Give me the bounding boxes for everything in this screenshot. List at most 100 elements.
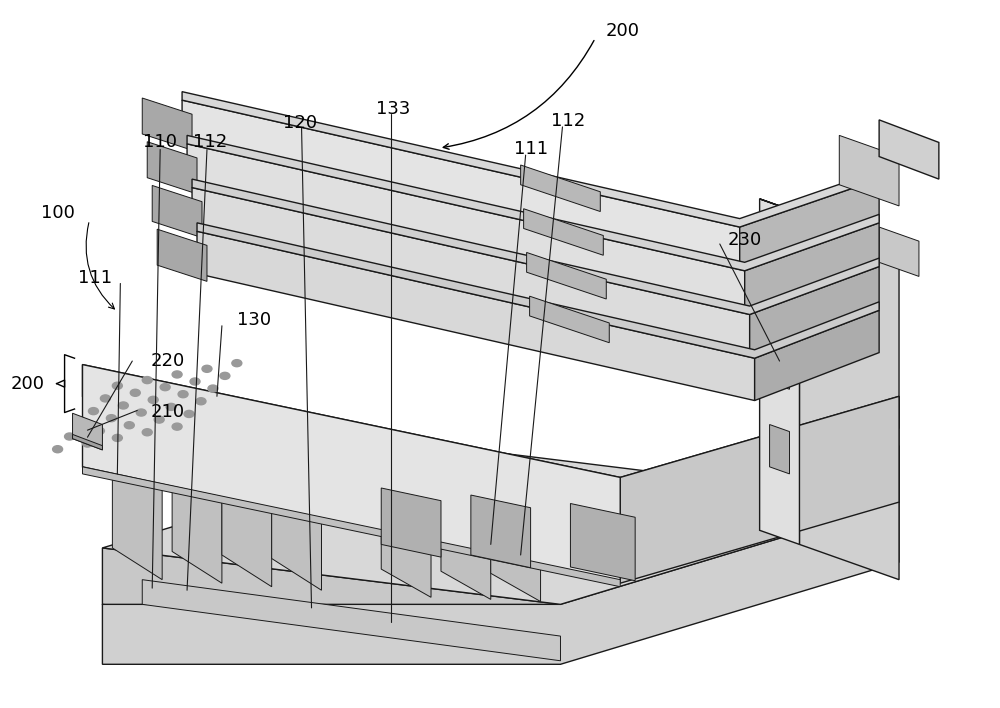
Polygon shape: [560, 445, 899, 605]
Polygon shape: [745, 223, 879, 313]
Circle shape: [142, 429, 152, 436]
Circle shape: [112, 382, 122, 389]
Polygon shape: [73, 435, 102, 450]
Polygon shape: [147, 142, 197, 194]
Polygon shape: [197, 232, 755, 401]
Circle shape: [77, 421, 86, 428]
Polygon shape: [620, 396, 899, 583]
Polygon shape: [192, 188, 750, 357]
Polygon shape: [112, 467, 162, 580]
Polygon shape: [83, 365, 899, 509]
Text: 100: 100: [41, 204, 75, 222]
Circle shape: [196, 398, 206, 405]
Circle shape: [220, 372, 230, 379]
Polygon shape: [172, 470, 222, 583]
Polygon shape: [527, 253, 606, 299]
Polygon shape: [760, 199, 899, 249]
Polygon shape: [740, 179, 879, 269]
Text: 120: 120: [283, 114, 317, 132]
Polygon shape: [521, 165, 600, 212]
Polygon shape: [524, 209, 603, 256]
Polygon shape: [142, 580, 560, 661]
Polygon shape: [152, 185, 202, 238]
Circle shape: [172, 371, 182, 378]
Polygon shape: [172, 467, 232, 477]
Circle shape: [88, 408, 98, 415]
Circle shape: [184, 411, 194, 418]
Circle shape: [208, 385, 218, 392]
Polygon shape: [142, 425, 551, 491]
Text: 112: 112: [551, 113, 586, 130]
Polygon shape: [879, 120, 939, 179]
Circle shape: [106, 415, 116, 422]
Polygon shape: [839, 135, 899, 206]
Polygon shape: [142, 98, 192, 150]
Circle shape: [65, 433, 75, 440]
Text: 210: 210: [150, 403, 184, 421]
Circle shape: [148, 396, 158, 404]
Polygon shape: [770, 340, 789, 389]
Circle shape: [100, 395, 110, 402]
Polygon shape: [142, 442, 551, 509]
Circle shape: [112, 435, 122, 442]
Polygon shape: [112, 463, 172, 474]
Circle shape: [118, 402, 128, 409]
Circle shape: [166, 404, 176, 411]
Circle shape: [190, 378, 200, 385]
Polygon shape: [272, 474, 331, 484]
Polygon shape: [799, 213, 899, 580]
Polygon shape: [102, 445, 899, 605]
Circle shape: [154, 416, 164, 423]
Polygon shape: [182, 100, 740, 269]
Polygon shape: [879, 227, 919, 276]
Polygon shape: [182, 91, 879, 227]
Text: 200: 200: [11, 375, 45, 393]
Polygon shape: [187, 144, 745, 313]
Polygon shape: [770, 256, 789, 304]
Text: 230: 230: [728, 231, 762, 249]
Polygon shape: [530, 296, 609, 343]
Polygon shape: [381, 488, 441, 557]
Polygon shape: [222, 470, 282, 481]
Circle shape: [232, 360, 242, 367]
Text: 111: 111: [514, 140, 548, 159]
Polygon shape: [760, 199, 799, 544]
Circle shape: [172, 423, 182, 430]
Text: 133: 133: [376, 100, 410, 118]
Polygon shape: [381, 488, 431, 598]
Polygon shape: [102, 502, 899, 664]
Circle shape: [178, 391, 188, 398]
Circle shape: [83, 440, 92, 447]
Polygon shape: [755, 310, 879, 401]
Polygon shape: [770, 425, 789, 474]
Text: 200: 200: [605, 22, 639, 40]
Circle shape: [136, 409, 146, 416]
Circle shape: [142, 377, 152, 384]
Polygon shape: [83, 365, 620, 583]
Circle shape: [130, 389, 140, 396]
Circle shape: [202, 365, 212, 372]
Circle shape: [160, 384, 170, 391]
Circle shape: [53, 445, 63, 452]
Polygon shape: [491, 492, 541, 602]
Polygon shape: [157, 229, 207, 281]
Polygon shape: [192, 179, 879, 314]
Polygon shape: [187, 135, 879, 270]
Text: 220: 220: [150, 352, 184, 370]
Text: 112: 112: [193, 133, 227, 152]
Polygon shape: [441, 490, 491, 600]
Polygon shape: [73, 413, 102, 450]
Circle shape: [124, 422, 134, 429]
Polygon shape: [102, 548, 560, 664]
Text: 130: 130: [237, 311, 271, 329]
Polygon shape: [570, 503, 635, 581]
Circle shape: [94, 428, 104, 435]
Polygon shape: [197, 223, 879, 358]
Polygon shape: [222, 474, 272, 587]
Polygon shape: [272, 477, 321, 590]
Polygon shape: [750, 266, 879, 357]
Text: 110: 110: [143, 133, 177, 152]
Text: 111: 111: [78, 269, 112, 287]
Polygon shape: [471, 495, 531, 568]
Polygon shape: [83, 467, 620, 587]
